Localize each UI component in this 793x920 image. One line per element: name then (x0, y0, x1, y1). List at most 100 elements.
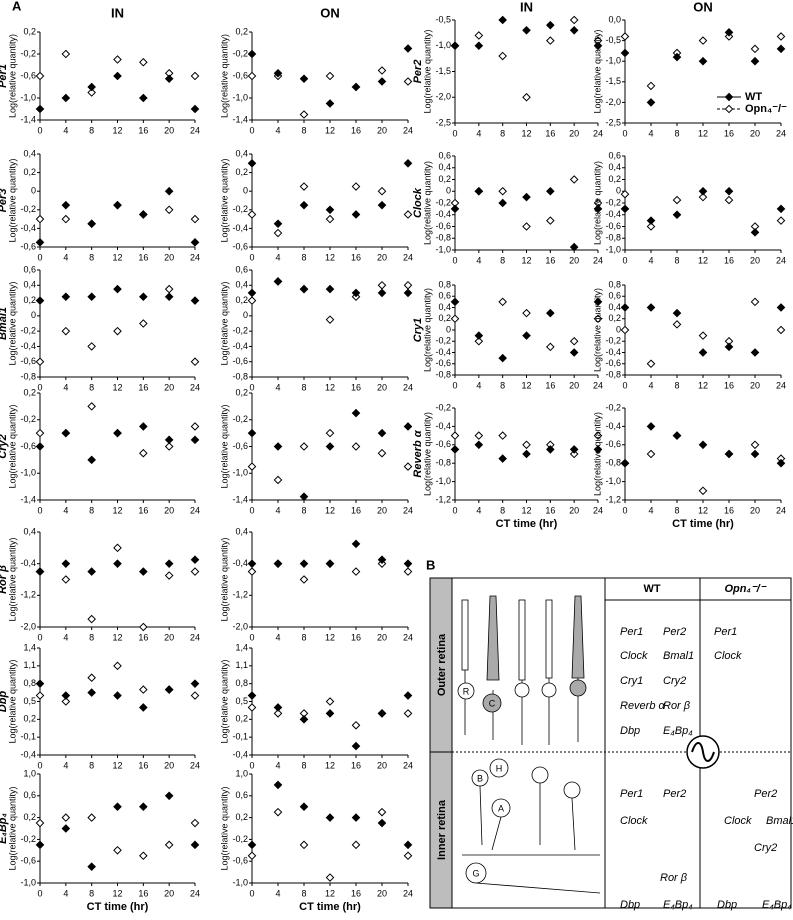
wt-point (164, 186, 174, 196)
opn4-point (698, 36, 708, 45)
opn4-point (325, 697, 335, 706)
wt-point (776, 303, 786, 312)
opn4-point (498, 297, 507, 307)
opn4-point (61, 575, 71, 584)
x-tick-label: 20 (569, 505, 579, 515)
y-tick-label: -0,5 (605, 35, 621, 45)
wt-point (273, 219, 283, 229)
gene-entry: Ror β (660, 872, 688, 884)
y-tick-label: -1,0 (20, 468, 36, 478)
x-tick-label: 12 (325, 505, 335, 515)
y-axis-label: Log(relative quantity) (7, 34, 17, 118)
opn4-point (61, 326, 71, 336)
panel: 1,4 1,1 0,8 0,5 0,2 -0,1 -0,40 4 8 12 16 20 24 Log(re… (0, 642, 200, 770)
y-axis-label: Log(relative quantity) (592, 412, 602, 496)
y-tick-label: -0,6 (435, 358, 451, 368)
y-tick-label: -0,6 (605, 439, 621, 449)
x-tick-label: 4 (275, 382, 280, 392)
opn4-point (403, 567, 413, 576)
wt-point (646, 422, 656, 431)
opn4-point (776, 216, 786, 225)
gene-entry: Per2 (663, 788, 686, 800)
y-axis-label: Log(relative quantity) (422, 161, 432, 245)
opn4-point (351, 720, 361, 730)
x-tick-label: 16 (545, 380, 555, 390)
x-tick-label: 16 (724, 380, 734, 390)
opn4-point (450, 314, 460, 324)
wt-point (139, 210, 148, 219)
wt-point (87, 688, 96, 697)
x-tick-label: 24 (403, 760, 413, 770)
wt-point (403, 691, 413, 700)
x-axis-label: CT time (hr) (496, 518, 558, 530)
x-tick-label: 0 (452, 380, 457, 390)
y-tick-label: -0,2 (435, 402, 451, 412)
gene-label: Cry2 (0, 434, 9, 458)
y-tick-label: 0 (616, 186, 621, 196)
y-tick-label: 0,2 (23, 714, 36, 724)
x-tick-label: 24 (403, 505, 413, 515)
y-tick-label: 0,4 (235, 148, 248, 158)
x-tick-label: 0 (622, 505, 627, 515)
cone (486, 595, 500, 681)
x-tick-label: 4 (275, 125, 280, 135)
wt-point (35, 679, 45, 688)
x-tick-label: 4 (648, 505, 653, 515)
wt-point (377, 555, 387, 565)
wt-point (247, 559, 257, 568)
y-tick-label: 0,6 (438, 150, 451, 160)
y-tick-label: -0,2 (20, 834, 36, 844)
y-tick-label: -0,6 (20, 356, 36, 366)
wt-point (450, 445, 460, 454)
x-tick-label: 8 (301, 888, 306, 898)
y-tick-label: 0,8 (608, 279, 621, 289)
x-tick-label: 4 (476, 380, 481, 390)
x-tick-label: 8 (89, 382, 94, 392)
wt-point (61, 428, 71, 438)
x-tick-label: 8 (89, 252, 94, 262)
x-tick-label: 16 (545, 128, 555, 138)
wt-point (61, 200, 71, 210)
y-tick-label: -1,0 (232, 877, 248, 887)
x-tick-label: 4 (275, 888, 280, 898)
y-axis-label: Log(relative quantity) (7, 659, 17, 743)
y-tick-label: -0,2 (435, 336, 451, 346)
y-tick-label: 0,6 (23, 264, 36, 274)
x-tick-label: 16 (138, 760, 148, 770)
y-tick-label: 0,2 (438, 174, 451, 184)
wt-point (724, 186, 734, 196)
x-axis-label: CT time (hr) (672, 518, 734, 530)
gene-entry: Per1 (620, 788, 643, 800)
x-tick-label: 8 (674, 380, 679, 390)
wt-point (377, 200, 387, 210)
y-tick-label: 0,2 (235, 295, 248, 305)
wt-point (351, 741, 361, 751)
panel: 0,80,60,40,20-0,2-0,4-0,6-0,80 4 8 12 16 20 24… (412, 279, 603, 390)
y-tick-label: 0,6 (608, 150, 621, 160)
gene-entry: Per2 (754, 788, 777, 800)
wt-point (325, 284, 335, 294)
x-tick-label: 8 (500, 128, 505, 138)
y-tick-label: -0,8 (232, 371, 248, 381)
wt-point (498, 198, 507, 208)
legend-marker (724, 92, 734, 102)
x-tick-label: 8 (89, 505, 94, 515)
y-tick-label: 0,2 (608, 313, 621, 323)
wt-point (351, 539, 361, 549)
opn4-point (190, 71, 200, 81)
x-tick-label: 4 (63, 125, 68, 135)
x-tick-label: 24 (593, 255, 603, 265)
x-tick-label: 12 (112, 888, 122, 898)
wt-point (620, 458, 630, 468)
panel: -0,2 -0,4 -0,6 -0,8 -1,0 -1,20 4 8 12 16 20 24 Log(r… (592, 402, 786, 530)
wt-point (403, 158, 413, 168)
x-tick-label: 8 (89, 888, 94, 898)
y-tick-label: -0,6 (605, 221, 621, 231)
opn4-point (113, 661, 122, 671)
y-tick-label: 0,4 (23, 526, 36, 536)
x-tick-label: 0 (37, 382, 42, 392)
panel: 0,2 -0,2 -0,6 -1,0 -1,40 4 8 12 16 20 24 Log(relati… (219, 5, 413, 135)
y-tick-label: 0,6 (23, 790, 36, 800)
x-tick-label: 16 (351, 252, 361, 262)
column-title: IN (111, 5, 124, 20)
